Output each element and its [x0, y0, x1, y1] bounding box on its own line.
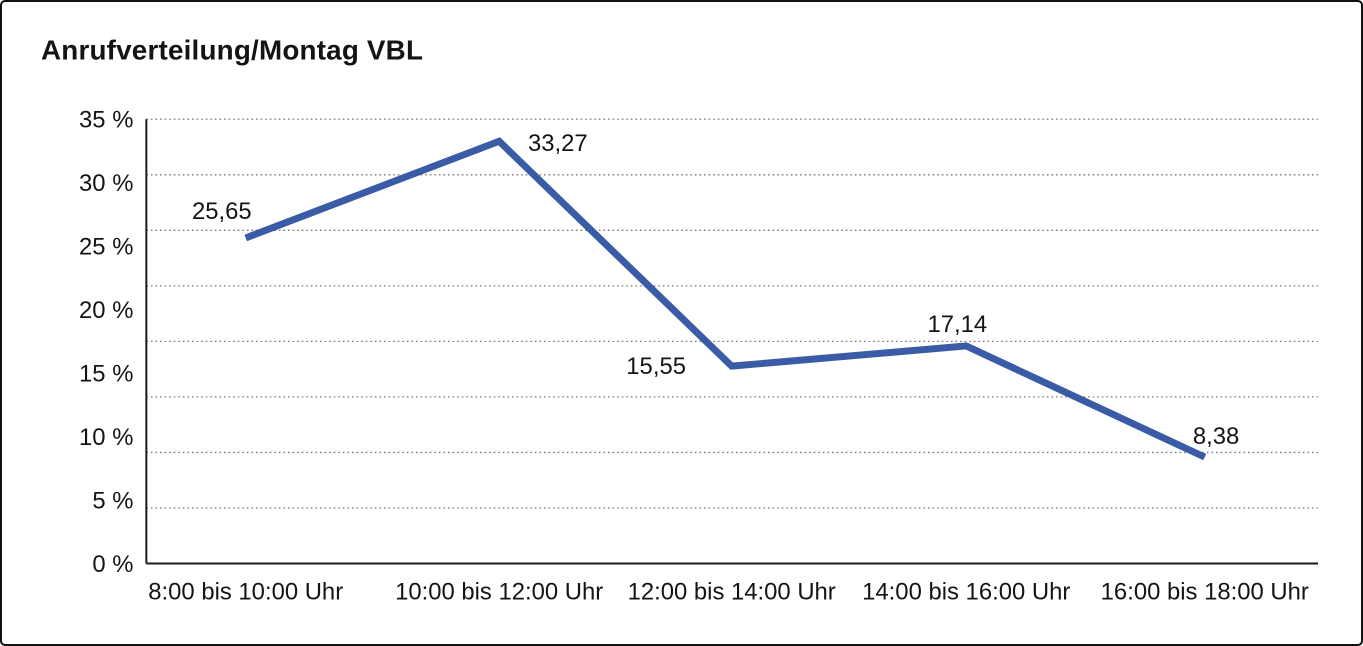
- data-point-label: 15,55: [626, 353, 686, 380]
- data-line: [244, 137, 1207, 461]
- x-tick-label: 12:00 bis 14:00 Uhr: [628, 578, 836, 605]
- y-tick-label: 25 %: [79, 234, 133, 261]
- gridline-layer: [146, 118, 1319, 509]
- x-tick-label: 16:00 bis 18:00 Uhr: [1101, 578, 1309, 605]
- x-tick-label: 8:00 bis 10:00 Uhr: [148, 578, 343, 605]
- y-tick-label: 15 %: [79, 361, 133, 388]
- data-series-layer: [244, 137, 1207, 461]
- data-point-label: 25,65: [192, 198, 252, 225]
- data-point-label: 8,38: [1193, 423, 1239, 450]
- y-tick-label: 30 %: [79, 170, 133, 197]
- tick-label-layer: 35 % 30 % 25 % 20 % 15 % 10 % 5 % 0 % 8:00 bis 1…: [79, 107, 1309, 606]
- y-tick-label: 5 %: [92, 487, 133, 514]
- value-label-layer: 25,65 33,27 15,55 17,14 8,38: [192, 130, 1239, 450]
- chart-title: Anrufverteilung/Montag VBL: [41, 35, 423, 66]
- y-tick-label: 0 %: [92, 551, 133, 578]
- axis-layer: [145, 119, 1319, 565]
- data-point-label: 17,14: [927, 311, 987, 338]
- x-tick-label: 10:00 bis 12:00 Uhr: [395, 578, 603, 605]
- x-tick-label: 14:00 bis 16:00 Uhr: [862, 578, 1070, 605]
- y-tick-label: 10 %: [79, 424, 133, 451]
- y-tick-label: 20 %: [79, 297, 133, 324]
- data-point-label: 33,27: [528, 130, 588, 157]
- y-tick-label: 35 %: [79, 107, 133, 134]
